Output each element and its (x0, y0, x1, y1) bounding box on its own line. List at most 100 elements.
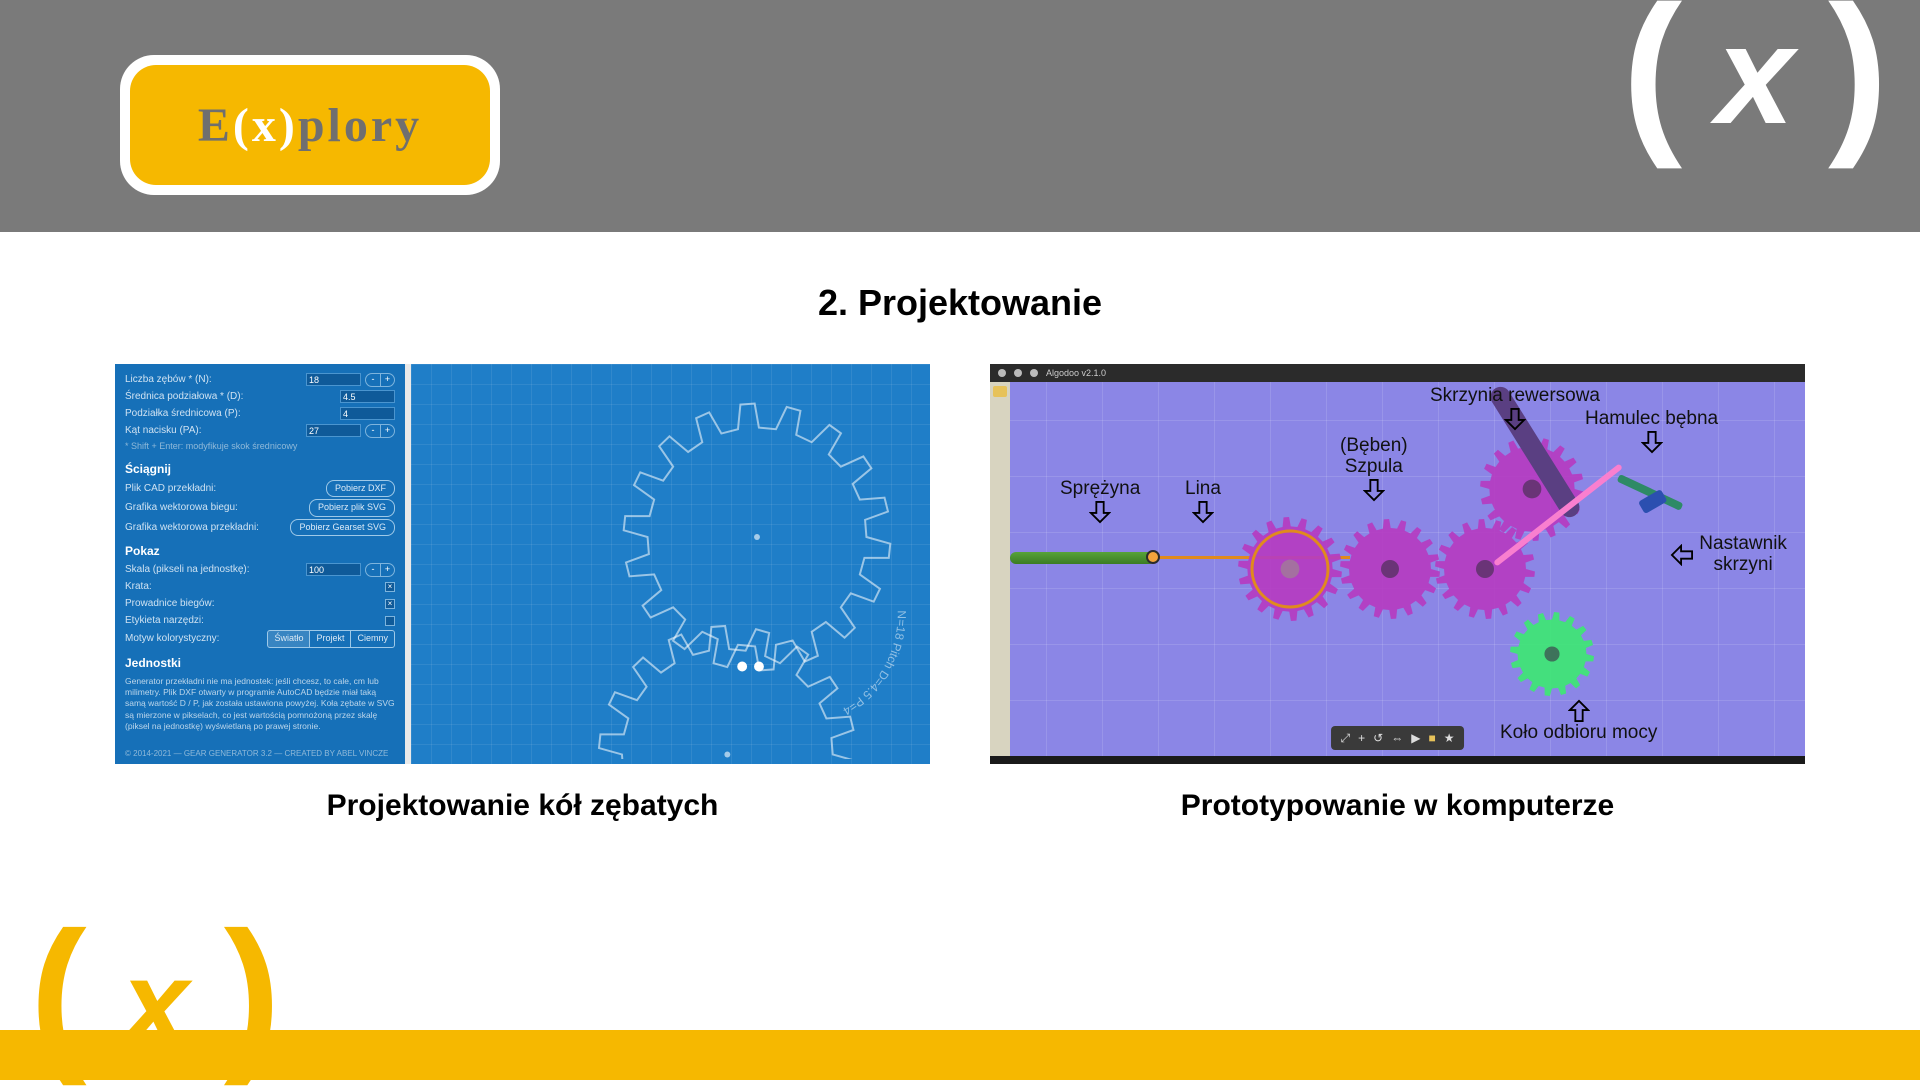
toolbar-button[interactable]: ▶ (1411, 731, 1420, 745)
label-sprezyna: Sprężyna (1060, 479, 1140, 524)
guides-row: Prowadnice biegów: × (125, 596, 395, 611)
right-caption: Prototypowanie w komputerze (990, 789, 1805, 823)
content-row: Liczba zębów * (N): -+ Średnica podziałow… (0, 364, 1920, 823)
toollabel-checkbox[interactable] (385, 616, 395, 626)
label-nastawnik: Nastawnik skrzyni (1670, 534, 1787, 576)
footer-bar (0, 1030, 1920, 1080)
download-label: Grafika wektorowa biegu: (125, 500, 305, 515)
svg-text:N=18 Pitch D=4.5 P=4: N=18 Pitch D=4.5 P=4 (840, 610, 908, 718)
download-button[interactable]: Pobierz Gearset SVG (290, 519, 395, 537)
label-skrzynia: Skrzynia rewersowa (1430, 386, 1600, 431)
param-input[interactable] (306, 424, 361, 437)
corner-logo-icon: ( x ) (1622, 0, 1880, 160)
logo: E(x)plory (120, 55, 500, 195)
units-text: Generator przekładni nie ma jednostek: j… (125, 676, 395, 733)
param-input[interactable] (306, 373, 361, 386)
sim-app: Algodoo v2.1.0 Sprężyna Lina (990, 364, 1805, 764)
arrow-down-icon (1504, 407, 1526, 431)
arrow-down-icon (1363, 478, 1385, 502)
label-kolo: Koło odbioru mocy (1500, 699, 1657, 744)
arrow-down-icon (1089, 500, 1111, 524)
arrow-left-icon (1670, 544, 1694, 566)
download-row: Grafika wektorowa przekładni: Pobierz Ge… (125, 519, 395, 537)
download-label: Grafika wektorowa przekładni: (125, 520, 286, 535)
theme-segmented[interactable]: ŚwiatłoProjektCiemny (267, 630, 395, 648)
logo-part: plory (298, 99, 422, 152)
param-input[interactable] (340, 390, 395, 403)
arrow-up-icon (1568, 699, 1590, 723)
param-label: Liczba zębów * (N): (125, 372, 302, 387)
download-row: Plik CAD przekładni: Pobierz DXF (125, 480, 395, 498)
logo-part: ) (279, 99, 298, 152)
scale-label: Skala (pikseli na jednostkę): (125, 562, 302, 577)
download-button[interactable]: Pobierz plik SVG (309, 499, 395, 517)
toolbar-button[interactable]: + (1358, 731, 1365, 745)
slide-header: E(x)plory ( x ) (0, 0, 1920, 232)
physics-sim-screenshot: Algodoo v2.1.0 Sprężyna Lina (990, 364, 1805, 764)
download-row: Grafika wektorowa biegu: Pobierz plik SV… (125, 499, 395, 517)
logo-part: E (198, 99, 233, 152)
label-lina: Lina (1185, 479, 1221, 524)
section-show: Pokaz (125, 542, 395, 560)
scale-stepper[interactable]: -+ (365, 563, 395, 577)
param-label: Średnica podziałowa * (D): (125, 389, 336, 404)
label-text: Lina (1185, 478, 1221, 499)
guides-checkbox[interactable]: × (385, 599, 395, 609)
download-button[interactable]: Pobierz DXF (326, 480, 395, 498)
label-hamulec: Hamulec bębna (1585, 409, 1718, 454)
label-text: Skrzynia rewersowa (1430, 385, 1600, 406)
label-text: Koło odbioru mocy (1500, 722, 1657, 743)
label-beben: (Bęben) Szpula (1340, 436, 1408, 502)
label-text: Hamulec bębna (1585, 408, 1718, 429)
param-label: Kąt nacisku (PA): (125, 423, 302, 438)
param-stepper[interactable]: -+ (365, 373, 395, 387)
toolbar-button[interactable]: ⤢ (1341, 731, 1351, 746)
sim-bottom-toolbar[interactable]: ⤢ + ↺ ⇔ ▶ ■ ★ (1331, 726, 1465, 750)
toolbar-button[interactable]: ⇔ (1391, 731, 1403, 745)
toolbar-button[interactable]: ★ (1444, 731, 1455, 745)
param-row: Podziałka średnicowa (P): (125, 406, 395, 421)
arrow-down-icon (1192, 500, 1214, 524)
theme-label: Motyw kolorystyczny: (125, 631, 263, 646)
gear-app: Liczba zębów * (N): -+ Średnica podziałow… (115, 364, 930, 764)
grid-label: Krata: (125, 579, 381, 594)
gear-svg: N=18 Pitch D=4.5 P=4N=18 Pitch D=4.5 P=4… (411, 364, 930, 759)
scale-row: Skala (pikseli na jednostkę): -+ (125, 562, 395, 577)
gear-sidebar: Liczba zębów * (N): -+ Średnica podziałow… (115, 364, 405, 764)
section-units: Jednostki (125, 654, 395, 672)
logo-part: x (252, 99, 279, 152)
param-row: Średnica podziałowa * (D): (125, 389, 395, 404)
label-text: (Bęben) Szpula (1340, 435, 1408, 477)
param-input[interactable] (340, 407, 395, 420)
toolbar-button[interactable]: ■ (1428, 731, 1435, 745)
theme-option[interactable]: Światło (268, 631, 309, 647)
logo-part: ( (233, 99, 252, 152)
toolbar-button[interactable]: ↺ (1373, 731, 1383, 745)
label-text: Sprężyna (1060, 478, 1140, 499)
left-panel: Liczba zębów * (N): -+ Średnica podziałow… (115, 364, 930, 823)
sim-bottom-bar (990, 756, 1805, 764)
gear-generator-screenshot: Liczba zębów * (N): -+ Średnica podziałow… (115, 364, 930, 764)
gear-canvas[interactable]: N=18 Pitch D=4.5 P=4N=18 Pitch D=4.5 P=4… (405, 364, 930, 764)
gear-footer: © 2014-2021 — GEAR GENERATOR 3.2 — CREAT… (125, 748, 388, 760)
theme-option[interactable]: Projekt (309, 631, 350, 647)
logo-inner: E(x)plory (130, 65, 490, 185)
param-stepper[interactable]: -+ (365, 424, 395, 438)
guides-label: Prowadnice biegów: (125, 596, 381, 611)
param-label: Podziałka średnicowa (P): (125, 406, 336, 421)
theme-option[interactable]: Ciemny (350, 631, 394, 647)
grid-checkbox[interactable]: × (385, 582, 395, 592)
slide-title: 2. Projektowanie (0, 282, 1920, 324)
scale-input[interactable] (306, 563, 361, 576)
param-row: Liczba zębów * (N): -+ (125, 372, 395, 387)
section-download: Ściągnij (125, 460, 395, 478)
left-caption: Projektowanie kół zębatych (115, 789, 930, 823)
right-panel: Algodoo v2.1.0 Sprężyna Lina (990, 364, 1805, 823)
toollabel-row: Etykieta narzędzi: (125, 613, 395, 628)
toollabel-label: Etykieta narzędzi: (125, 613, 381, 628)
param-row: Kąt nacisku (PA): -+ (125, 423, 395, 438)
theme-row: Motyw kolorystyczny: ŚwiatłoProjektCiemn… (125, 630, 395, 648)
arrow-down-icon (1641, 430, 1663, 454)
download-label: Plik CAD przekładni: (125, 481, 322, 496)
grid-row: Krata: × (125, 579, 395, 594)
